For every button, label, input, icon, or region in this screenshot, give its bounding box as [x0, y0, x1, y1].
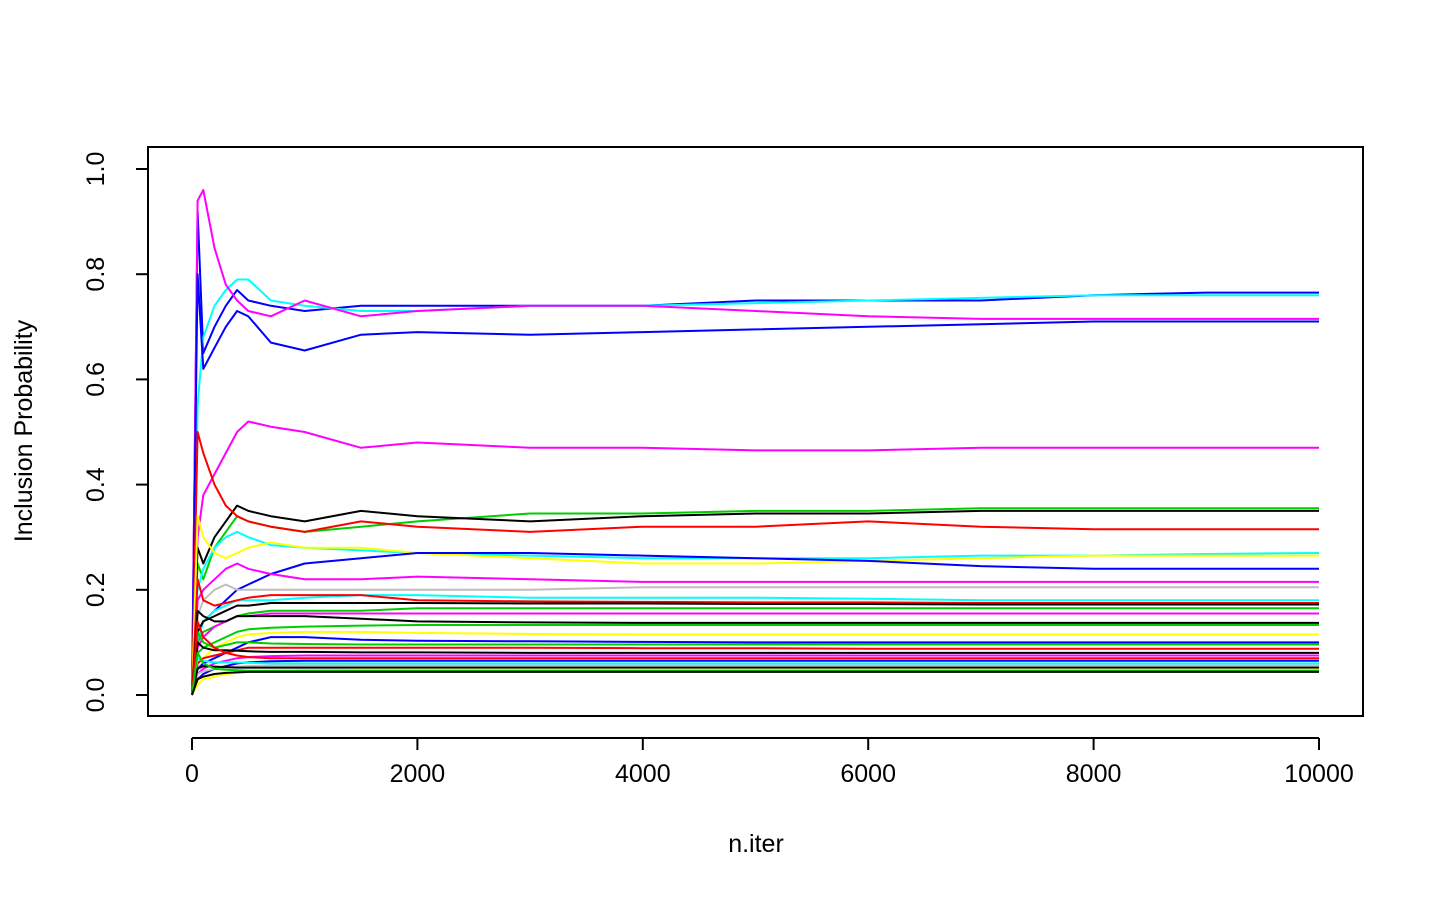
series-line-12	[191, 562, 1319, 696]
x-axis: 0 2000 4000 6000 8000 10000	[185, 737, 1354, 788]
series-line-4	[191, 273, 1319, 696]
series-line-20	[191, 624, 1319, 696]
series-line-31	[191, 665, 1319, 696]
y-tick-label: 0.8	[82, 257, 110, 292]
series-line-33	[191, 651, 1319, 696]
series-line-19	[191, 609, 1319, 696]
series-layer	[191, 189, 1320, 696]
series-line-3	[191, 189, 1319, 696]
x-tick-label: 0	[185, 760, 199, 788]
series-line-16	[191, 602, 1319, 696]
y-tick-label: 0.6	[82, 362, 110, 397]
series-line-18	[191, 612, 1319, 696]
series-line-27	[191, 620, 1319, 696]
series-line-29	[191, 657, 1319, 696]
x-tick-label: 10000	[1284, 760, 1354, 788]
series-line-8	[191, 431, 1319, 696]
series-line-9	[191, 530, 1320, 696]
x-tick-label: 2000	[390, 760, 446, 788]
y-tick-label: 0.2	[82, 572, 110, 607]
x-tick-label: 8000	[1066, 760, 1122, 788]
series-line-15	[191, 578, 1319, 696]
y-tick-label: 1.0	[82, 152, 110, 187]
series-line-34	[191, 670, 1319, 696]
series-line-7	[191, 504, 1319, 696]
x-tick-label: 4000	[615, 760, 671, 788]
y-tick-label: 0.0	[82, 678, 110, 713]
series-line-25	[191, 641, 1319, 696]
series-line-2	[191, 278, 1319, 696]
series-line-32	[191, 668, 1319, 696]
series-line-13	[191, 583, 1319, 696]
series-line-22	[191, 636, 1319, 696]
series-line-24	[191, 646, 1319, 696]
x-axis-label: n.iter	[728, 830, 784, 858]
series-line-5	[191, 420, 1319, 696]
x-tick-label: 6000	[840, 760, 896, 788]
y-axis-label: Inclusion Probability	[10, 319, 38, 542]
series-line-10	[191, 515, 1319, 696]
plot-frame	[147, 146, 1364, 717]
series-line-1	[191, 210, 1319, 696]
y-axis: 0.0 0.2 0.4 0.6 0.8 1.0	[82, 152, 149, 713]
y-tick-label: 0.4	[82, 467, 110, 502]
